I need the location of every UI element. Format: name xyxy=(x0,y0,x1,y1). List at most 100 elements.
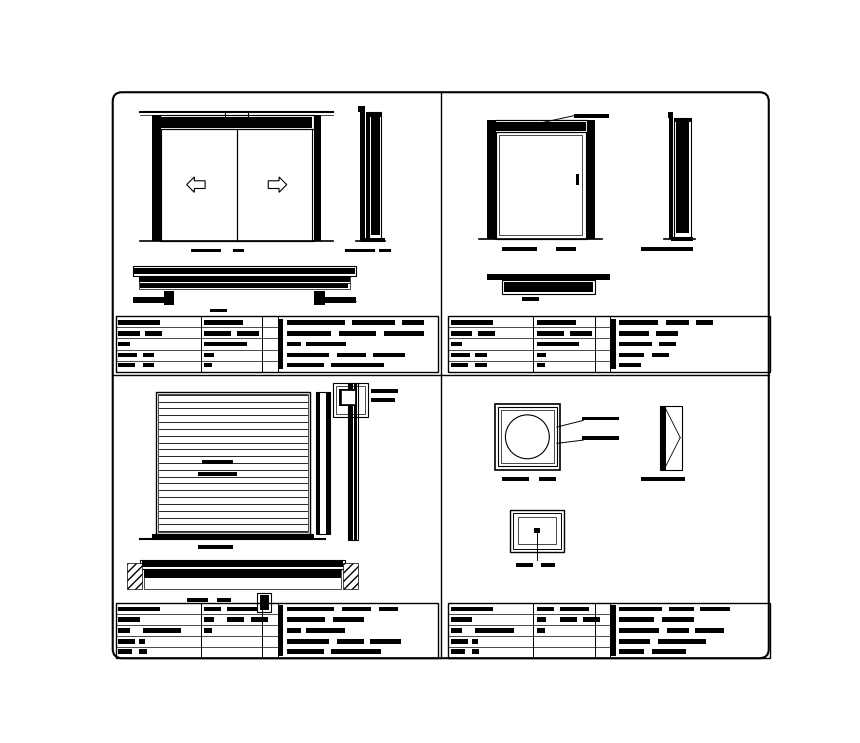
Bar xyxy=(660,406,682,470)
Bar xyxy=(286,352,329,357)
Bar xyxy=(205,320,243,325)
Bar xyxy=(139,277,350,282)
Bar xyxy=(652,352,669,357)
Bar xyxy=(205,342,247,346)
Bar xyxy=(541,563,555,568)
Bar xyxy=(451,617,472,622)
Bar xyxy=(191,249,221,253)
Bar xyxy=(198,472,237,476)
Bar xyxy=(126,563,142,589)
Bar xyxy=(118,320,161,325)
Bar xyxy=(498,407,557,467)
Bar xyxy=(161,129,236,241)
Bar xyxy=(494,404,560,470)
Bar xyxy=(668,477,685,481)
Bar xyxy=(286,363,323,367)
Bar xyxy=(570,331,592,336)
Bar xyxy=(471,649,479,654)
Bar xyxy=(619,352,644,357)
Bar xyxy=(333,617,364,622)
Bar xyxy=(359,112,365,241)
Bar xyxy=(658,639,705,643)
Bar xyxy=(314,115,322,241)
Bar xyxy=(451,342,463,346)
Bar xyxy=(152,115,160,241)
Bar xyxy=(660,406,666,470)
Bar xyxy=(556,247,575,251)
Bar xyxy=(369,112,382,241)
Bar xyxy=(379,249,390,253)
Bar xyxy=(676,247,692,251)
Bar xyxy=(451,639,468,643)
Bar xyxy=(140,559,345,569)
Bar xyxy=(576,174,579,186)
Bar xyxy=(315,291,325,305)
Bar xyxy=(674,118,691,123)
Bar xyxy=(345,249,375,253)
Bar xyxy=(143,628,181,633)
Bar xyxy=(516,563,533,568)
Bar xyxy=(359,106,365,112)
Bar xyxy=(342,606,372,611)
Bar xyxy=(306,628,345,633)
Bar xyxy=(451,320,493,325)
Bar xyxy=(451,628,463,633)
Bar xyxy=(361,238,384,241)
Bar xyxy=(537,628,544,633)
Bar xyxy=(118,628,130,633)
Bar xyxy=(372,389,398,392)
Bar xyxy=(250,617,267,622)
Bar xyxy=(339,331,376,336)
Bar xyxy=(202,461,233,464)
Bar xyxy=(316,392,320,534)
Bar xyxy=(205,628,212,633)
Bar xyxy=(371,114,380,235)
Bar xyxy=(132,297,165,303)
Bar xyxy=(496,122,586,131)
Bar xyxy=(695,628,724,633)
Bar xyxy=(476,363,487,367)
Bar xyxy=(336,386,365,414)
Bar xyxy=(537,320,575,325)
Bar xyxy=(260,595,269,610)
Bar xyxy=(451,606,493,611)
Bar xyxy=(337,639,364,643)
Bar xyxy=(451,363,468,367)
Bar xyxy=(666,320,689,325)
Bar xyxy=(471,639,477,643)
Bar xyxy=(500,135,582,235)
Bar xyxy=(143,363,154,367)
Bar xyxy=(487,120,494,239)
Bar xyxy=(619,331,648,336)
Bar xyxy=(286,649,323,654)
Bar xyxy=(451,352,470,357)
Bar xyxy=(402,320,424,325)
Bar xyxy=(370,639,401,643)
Bar xyxy=(372,398,395,402)
Bar xyxy=(160,115,314,129)
Bar xyxy=(132,266,356,276)
Bar xyxy=(537,342,580,346)
Bar xyxy=(118,331,139,336)
Bar xyxy=(668,112,673,118)
Bar xyxy=(158,394,308,532)
Bar xyxy=(587,120,595,239)
Bar xyxy=(560,606,589,611)
FancyBboxPatch shape xyxy=(113,92,769,658)
Bar xyxy=(619,320,658,325)
Bar xyxy=(476,352,487,357)
Bar xyxy=(451,331,472,336)
Bar xyxy=(537,352,546,357)
Bar xyxy=(139,649,146,654)
Bar xyxy=(118,639,135,643)
Bar xyxy=(118,649,132,654)
Bar xyxy=(476,628,514,633)
Bar xyxy=(574,114,609,117)
Bar xyxy=(537,363,544,367)
Bar xyxy=(331,363,384,367)
Bar xyxy=(187,598,208,602)
Bar xyxy=(494,120,587,132)
Bar xyxy=(619,617,654,622)
Bar xyxy=(161,117,312,128)
Bar xyxy=(341,390,354,404)
